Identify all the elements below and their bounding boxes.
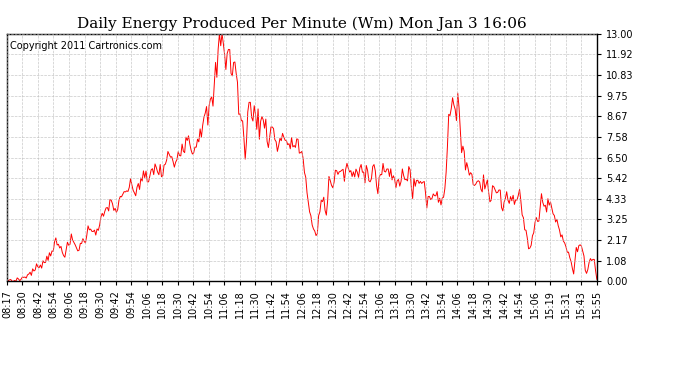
Text: Copyright 2011 Cartronics.com: Copyright 2011 Cartronics.com	[10, 41, 162, 51]
Title: Daily Energy Produced Per Minute (Wm) Mon Jan 3 16:06: Daily Energy Produced Per Minute (Wm) Mo…	[77, 17, 526, 31]
